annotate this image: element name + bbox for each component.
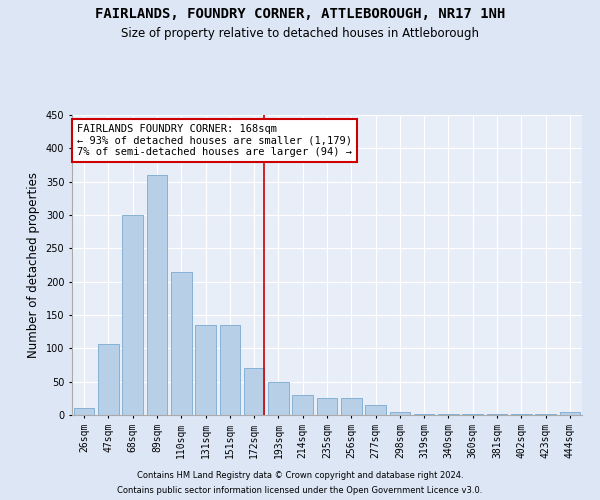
Bar bbox=[365, 405, 386, 415]
Y-axis label: Number of detached properties: Number of detached properties bbox=[27, 172, 40, 358]
Bar bbox=[389, 412, 410, 415]
Bar bbox=[244, 368, 265, 415]
Bar bbox=[414, 414, 434, 415]
Bar bbox=[341, 398, 362, 415]
Bar bbox=[438, 414, 459, 415]
Bar bbox=[220, 325, 240, 415]
Text: Contains HM Land Registry data © Crown copyright and database right 2024.: Contains HM Land Registry data © Crown c… bbox=[137, 471, 463, 480]
Bar bbox=[560, 412, 580, 415]
Bar bbox=[317, 398, 337, 415]
Text: FAIRLANDS, FOUNDRY CORNER, ATTLEBOROUGH, NR17 1NH: FAIRLANDS, FOUNDRY CORNER, ATTLEBOROUGH,… bbox=[95, 8, 505, 22]
Bar bbox=[487, 414, 508, 415]
Bar bbox=[535, 414, 556, 415]
Text: Contains public sector information licensed under the Open Government Licence v3: Contains public sector information licen… bbox=[118, 486, 482, 495]
Bar bbox=[463, 414, 483, 415]
Bar bbox=[122, 215, 143, 415]
Bar bbox=[292, 395, 313, 415]
Bar bbox=[195, 325, 216, 415]
Text: Size of property relative to detached houses in Attleborough: Size of property relative to detached ho… bbox=[121, 28, 479, 40]
Bar bbox=[98, 344, 119, 415]
Bar bbox=[268, 382, 289, 415]
Bar bbox=[146, 175, 167, 415]
Bar bbox=[511, 414, 532, 415]
Bar bbox=[74, 408, 94, 415]
Bar bbox=[171, 272, 191, 415]
Text: FAIRLANDS FOUNDRY CORNER: 168sqm
← 93% of detached houses are smaller (1,179)
7%: FAIRLANDS FOUNDRY CORNER: 168sqm ← 93% o… bbox=[77, 124, 352, 157]
